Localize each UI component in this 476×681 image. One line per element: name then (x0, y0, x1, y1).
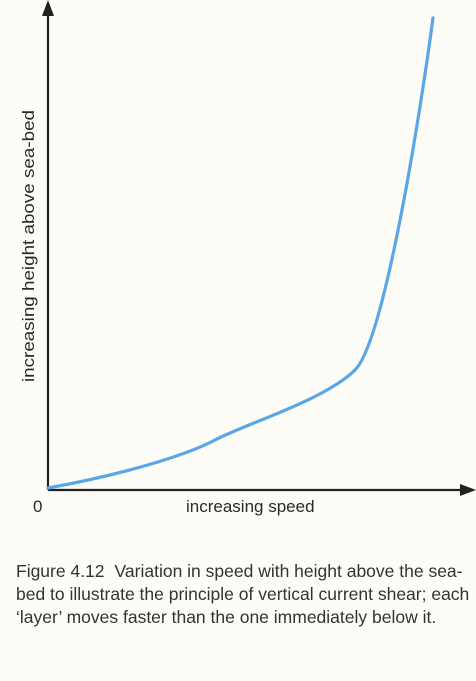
y-axis-arrowhead (42, 0, 54, 16)
figure-caption: Figure 4.12 Variation in speed with heigh… (16, 560, 476, 629)
x-axis-arrowhead (460, 484, 476, 496)
speed-profile-curve (46, 16, 435, 490)
current-shear-diagram: increasing height above sea-bed 0 increa… (19, 0, 476, 516)
y-axis-label: increasing height above sea-bed (19, 110, 38, 382)
x-axis-label: increasing speed (186, 497, 315, 516)
figure-number: Figure 4.12 (16, 561, 105, 581)
origin-label: 0 (33, 497, 42, 516)
caption-text: Variation in speed with height above the… (16, 561, 470, 627)
